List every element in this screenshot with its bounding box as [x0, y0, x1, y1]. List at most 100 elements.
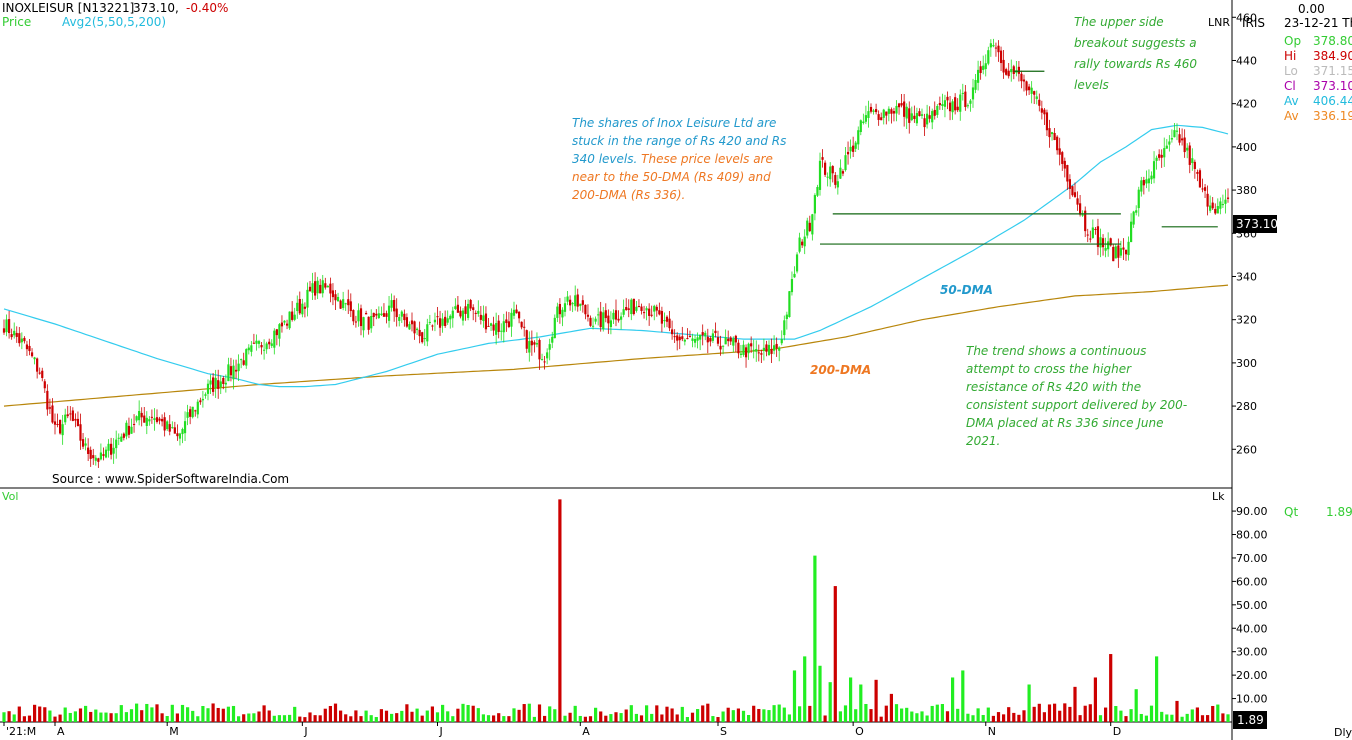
volume-bar — [99, 712, 103, 722]
candle — [964, 85, 967, 111]
candle — [533, 340, 536, 353]
candle — [1186, 143, 1189, 159]
candle — [15, 326, 18, 343]
candle — [324, 277, 327, 290]
volume-bars-group — [2, 499, 1230, 722]
candle — [1163, 137, 1166, 167]
volume-bar — [17, 706, 21, 722]
candle — [711, 329, 714, 344]
candle — [1015, 60, 1018, 77]
candle — [321, 274, 324, 298]
candle — [372, 312, 375, 327]
volume-tick-label: 90.00 — [1236, 505, 1268, 518]
volume-bar — [971, 715, 975, 722]
volume-bar — [231, 705, 236, 722]
volume-bar — [1109, 654, 1113, 722]
volume-bar — [1180, 716, 1184, 722]
volume-axis: 10.00 20.00 30.00 40.00 50.00 60.00 70.00 80.00… — [1232, 505, 1268, 706]
candle — [229, 357, 233, 382]
candle — [122, 432, 125, 441]
candle — [755, 340, 758, 362]
candle — [668, 311, 671, 332]
candle — [1063, 157, 1066, 178]
volume-bar — [813, 555, 817, 722]
volume-bar — [1073, 686, 1077, 722]
volume-bar — [441, 704, 445, 722]
candle — [895, 100, 898, 122]
candle — [790, 271, 794, 296]
candle — [1053, 127, 1056, 141]
candle — [247, 344, 250, 355]
period-label: Dly — [1334, 726, 1352, 739]
candle — [1038, 93, 1041, 112]
candle — [732, 336, 735, 353]
candle — [209, 374, 212, 395]
info-row-label: Av — [1284, 94, 1299, 108]
candle — [469, 298, 472, 312]
change-percent: -0.40% — [186, 1, 228, 15]
volume-bar — [242, 714, 246, 722]
price-tick-label: 440 — [1236, 54, 1257, 67]
candle — [308, 281, 312, 292]
candle — [285, 319, 289, 330]
candle — [270, 339, 273, 349]
candle — [625, 298, 628, 311]
candle — [382, 303, 386, 317]
volume-bar — [808, 705, 812, 722]
candle — [778, 346, 781, 362]
candle — [722, 345, 725, 355]
candle — [30, 348, 34, 358]
dma50-label: 50-DMA — [940, 283, 993, 297]
candle — [87, 438, 90, 462]
candle — [1206, 185, 1209, 216]
candle — [400, 310, 403, 323]
candle — [20, 332, 23, 350]
candle — [474, 310, 477, 323]
candle — [51, 398, 54, 424]
candle — [1216, 198, 1219, 214]
volume-bar — [1058, 710, 1062, 722]
volume-bar — [135, 703, 139, 722]
volume-bar — [7, 711, 11, 722]
candle — [1101, 234, 1105, 256]
candle — [767, 340, 771, 356]
candle — [461, 308, 465, 326]
candle — [224, 374, 227, 393]
candle — [744, 344, 748, 368]
volume-bar — [1083, 705, 1087, 722]
date-tick-label: S — [720, 725, 727, 738]
candle — [176, 424, 179, 441]
volume-bar — [1032, 706, 1036, 722]
volume-bar — [175, 713, 179, 722]
volume-bar — [1134, 689, 1138, 722]
current-price-tag: 373.10 — [1236, 217, 1278, 231]
candle — [186, 404, 189, 426]
volume-bar — [752, 705, 756, 722]
candle — [375, 309, 378, 320]
volume-bar — [996, 712, 1001, 722]
volume-bar — [155, 704, 159, 722]
candle — [742, 340, 745, 357]
candle — [1219, 197, 1222, 215]
trend-note: The trend shows a continuous attempt to … — [966, 344, 1188, 448]
avg-label: Avg2(5,50,5,200) — [62, 15, 166, 29]
volume-bar — [104, 712, 108, 722]
candle — [869, 103, 873, 114]
candle — [367, 316, 370, 335]
candle — [444, 310, 447, 328]
info-row-label: Op — [1284, 34, 1301, 48]
candle — [1147, 169, 1151, 192]
candle — [479, 306, 482, 325]
candle — [727, 330, 730, 347]
candle — [1214, 203, 1217, 215]
candle — [584, 304, 587, 320]
candles-group — [2, 38, 1230, 468]
candle — [773, 335, 776, 355]
candle — [1145, 170, 1148, 189]
candle — [296, 295, 299, 319]
volume-bar — [645, 705, 649, 722]
candle — [507, 311, 510, 329]
volume-bar — [150, 707, 154, 722]
volume-bar — [823, 715, 827, 722]
candle — [706, 328, 709, 354]
